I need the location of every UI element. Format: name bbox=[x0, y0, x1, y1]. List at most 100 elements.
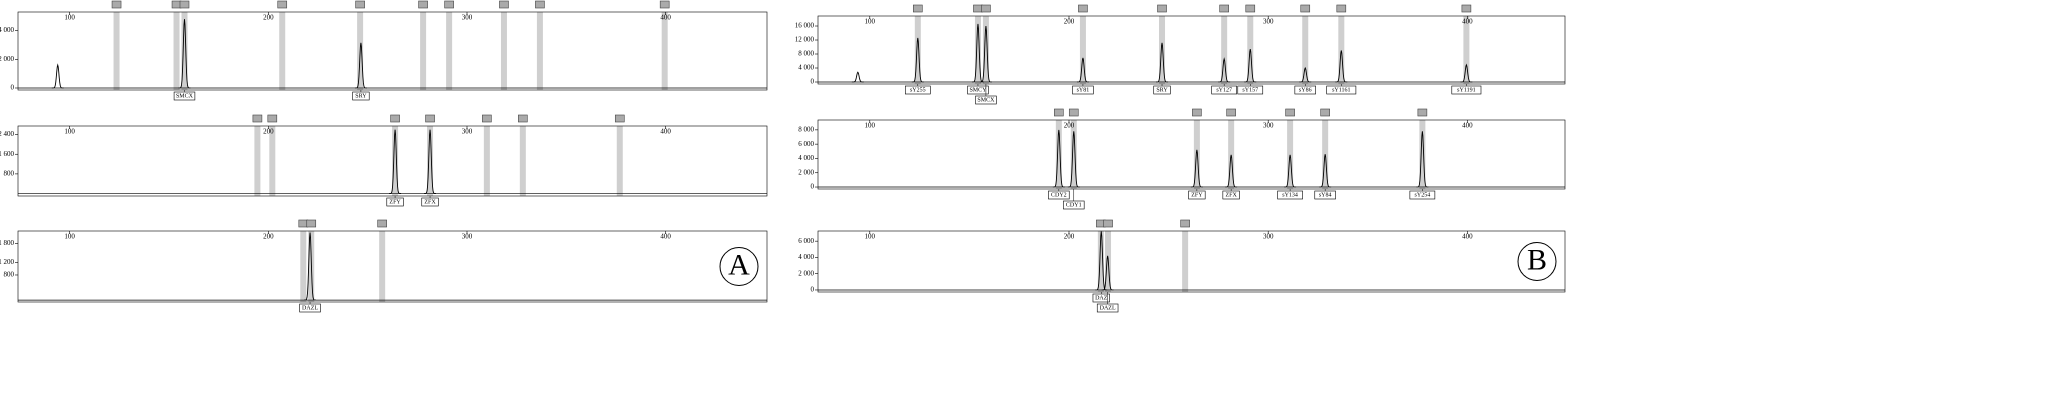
bin-marker bbox=[444, 0, 454, 9]
bin-marker bbox=[1336, 4, 1347, 13]
bin bbox=[1079, 16, 1086, 84]
peak bbox=[1052, 129, 1065, 188]
x-tick-label: 200 bbox=[263, 233, 274, 241]
peak-label: sY1161 bbox=[1332, 87, 1350, 93]
y-tick-label: 8 000 bbox=[798, 50, 814, 58]
bin-marker bbox=[1078, 4, 1088, 13]
bin-marker bbox=[425, 114, 435, 123]
peak bbox=[1067, 131, 1080, 188]
y-tick-label: 0 bbox=[11, 84, 15, 92]
peak bbox=[1190, 149, 1203, 188]
x-tick-label: 100 bbox=[64, 14, 75, 22]
y-tick-label: 2 000 bbox=[798, 168, 814, 176]
x-tick-label: 100 bbox=[64, 233, 75, 241]
peak bbox=[1095, 231, 1108, 291]
peak bbox=[304, 232, 317, 301]
peak bbox=[1244, 49, 1257, 83]
peak-label-box bbox=[1294, 85, 1316, 95]
peak bbox=[1156, 42, 1168, 83]
x-tick-label: 400 bbox=[1462, 122, 1473, 130]
bin-marker bbox=[1068, 108, 1079, 117]
peak-label-box bbox=[1277, 190, 1303, 200]
x-tick-label: 400 bbox=[660, 128, 671, 136]
peak-label-box bbox=[975, 95, 997, 105]
bin bbox=[1070, 120, 1077, 189]
x-tick-label: 100 bbox=[865, 233, 876, 241]
peak-label-box bbox=[1314, 190, 1336, 200]
x-tick-label: 300 bbox=[462, 14, 473, 22]
x-tick-label: 200 bbox=[263, 14, 274, 22]
plot-frame bbox=[817, 230, 1566, 293]
peak bbox=[51, 63, 64, 89]
y-tick-label: 6 000 bbox=[798, 237, 814, 245]
peak-label: ZFX bbox=[1225, 192, 1237, 198]
x-tick-label: 400 bbox=[660, 14, 671, 22]
bin bbox=[1463, 16, 1470, 84]
peak bbox=[1460, 63, 1473, 83]
peak-label-box bbox=[386, 197, 404, 207]
peak-label: SMCX bbox=[176, 93, 194, 99]
peak-label: ZFY bbox=[389, 199, 401, 205]
peak-label-box bbox=[1063, 200, 1085, 210]
y-tick-label: 4 000 bbox=[798, 253, 814, 261]
bin-marker bbox=[306, 219, 317, 228]
x-tick-label: 200 bbox=[1064, 233, 1075, 241]
bin bbox=[1302, 16, 1309, 84]
bin-marker bbox=[1461, 4, 1472, 13]
bin-marker bbox=[418, 0, 428, 9]
bin-marker bbox=[1180, 219, 1190, 228]
y-tick-label: 2 400 bbox=[0, 130, 15, 138]
bin-marker bbox=[1285, 108, 1295, 117]
bin-marker bbox=[1103, 219, 1113, 228]
peak-label-box bbox=[904, 85, 931, 95]
peak-label-box bbox=[1072, 85, 1094, 95]
panel-label: A bbox=[728, 248, 750, 281]
peak-label-box bbox=[1222, 190, 1240, 200]
peak-label: sY86 bbox=[1299, 87, 1312, 93]
bin bbox=[1097, 231, 1104, 292]
bin bbox=[616, 126, 623, 196]
peak-label-box bbox=[352, 91, 370, 101]
bin-marker bbox=[1300, 4, 1311, 13]
peak-label-box bbox=[1096, 303, 1119, 313]
peak-label-box bbox=[1048, 190, 1070, 200]
y-tick-label: 800 bbox=[4, 170, 15, 178]
y-tick-label: 1 600 bbox=[0, 150, 15, 158]
bin-marker bbox=[535, 0, 545, 9]
bin-marker bbox=[1157, 4, 1167, 13]
bin-marker bbox=[659, 0, 670, 9]
peak-label-box bbox=[1237, 85, 1264, 95]
panel-label: B bbox=[1527, 243, 1547, 276]
peak bbox=[979, 25, 992, 83]
bin-marker bbox=[912, 4, 923, 13]
y-tick-label: 1 200 bbox=[0, 258, 15, 266]
bin-marker bbox=[1245, 4, 1256, 13]
bin bbox=[269, 126, 276, 196]
bin-marker bbox=[614, 114, 625, 123]
bin-marker bbox=[1054, 108, 1064, 117]
peak-label-box bbox=[967, 85, 989, 95]
peak bbox=[1225, 154, 1238, 188]
peak bbox=[911, 37, 924, 83]
bin-marker bbox=[973, 4, 983, 13]
peak bbox=[389, 129, 402, 194]
peak-label: DAZL bbox=[302, 305, 318, 311]
bin bbox=[982, 16, 989, 84]
bin bbox=[1419, 120, 1426, 189]
peak bbox=[1319, 154, 1332, 188]
panel-label-circle bbox=[1517, 242, 1557, 281]
peak-label: DAZL bbox=[1100, 305, 1116, 311]
peak-label-box bbox=[1188, 190, 1206, 200]
peak bbox=[851, 71, 864, 83]
bin bbox=[300, 231, 307, 302]
bin bbox=[181, 12, 188, 90]
peak-label-box bbox=[421, 197, 439, 207]
peak-label-box bbox=[1092, 293, 1110, 303]
peak-label: sY1191 bbox=[1457, 87, 1475, 93]
bin bbox=[113, 12, 120, 90]
peak bbox=[1101, 255, 1114, 291]
bin-marker bbox=[277, 0, 288, 9]
plot-frame bbox=[817, 119, 1566, 190]
bin-marker bbox=[252, 114, 263, 123]
plot-frame bbox=[817, 15, 1566, 85]
